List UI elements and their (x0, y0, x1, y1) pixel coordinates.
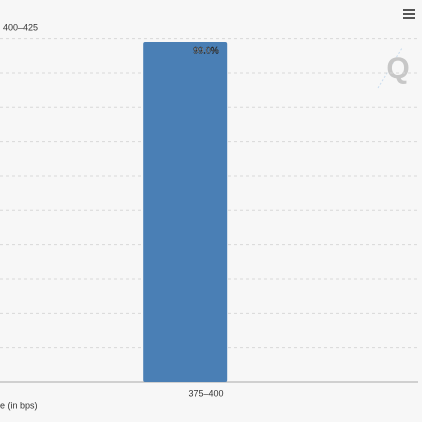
annotation: 400–425 (3, 22, 38, 32)
menu-line (403, 17, 415, 19)
x-axis-title: e (in bps) (0, 400, 38, 410)
watermark-logo: Q (386, 52, 409, 85)
bar (143, 42, 228, 383)
watermark: Q (377, 47, 410, 89)
data-label: 99.0% (193, 45, 219, 55)
menu-line (403, 9, 415, 11)
x-tick-label: 375–400 (188, 388, 223, 398)
menu-button[interactable] (403, 9, 415, 19)
menu-line (403, 13, 415, 15)
